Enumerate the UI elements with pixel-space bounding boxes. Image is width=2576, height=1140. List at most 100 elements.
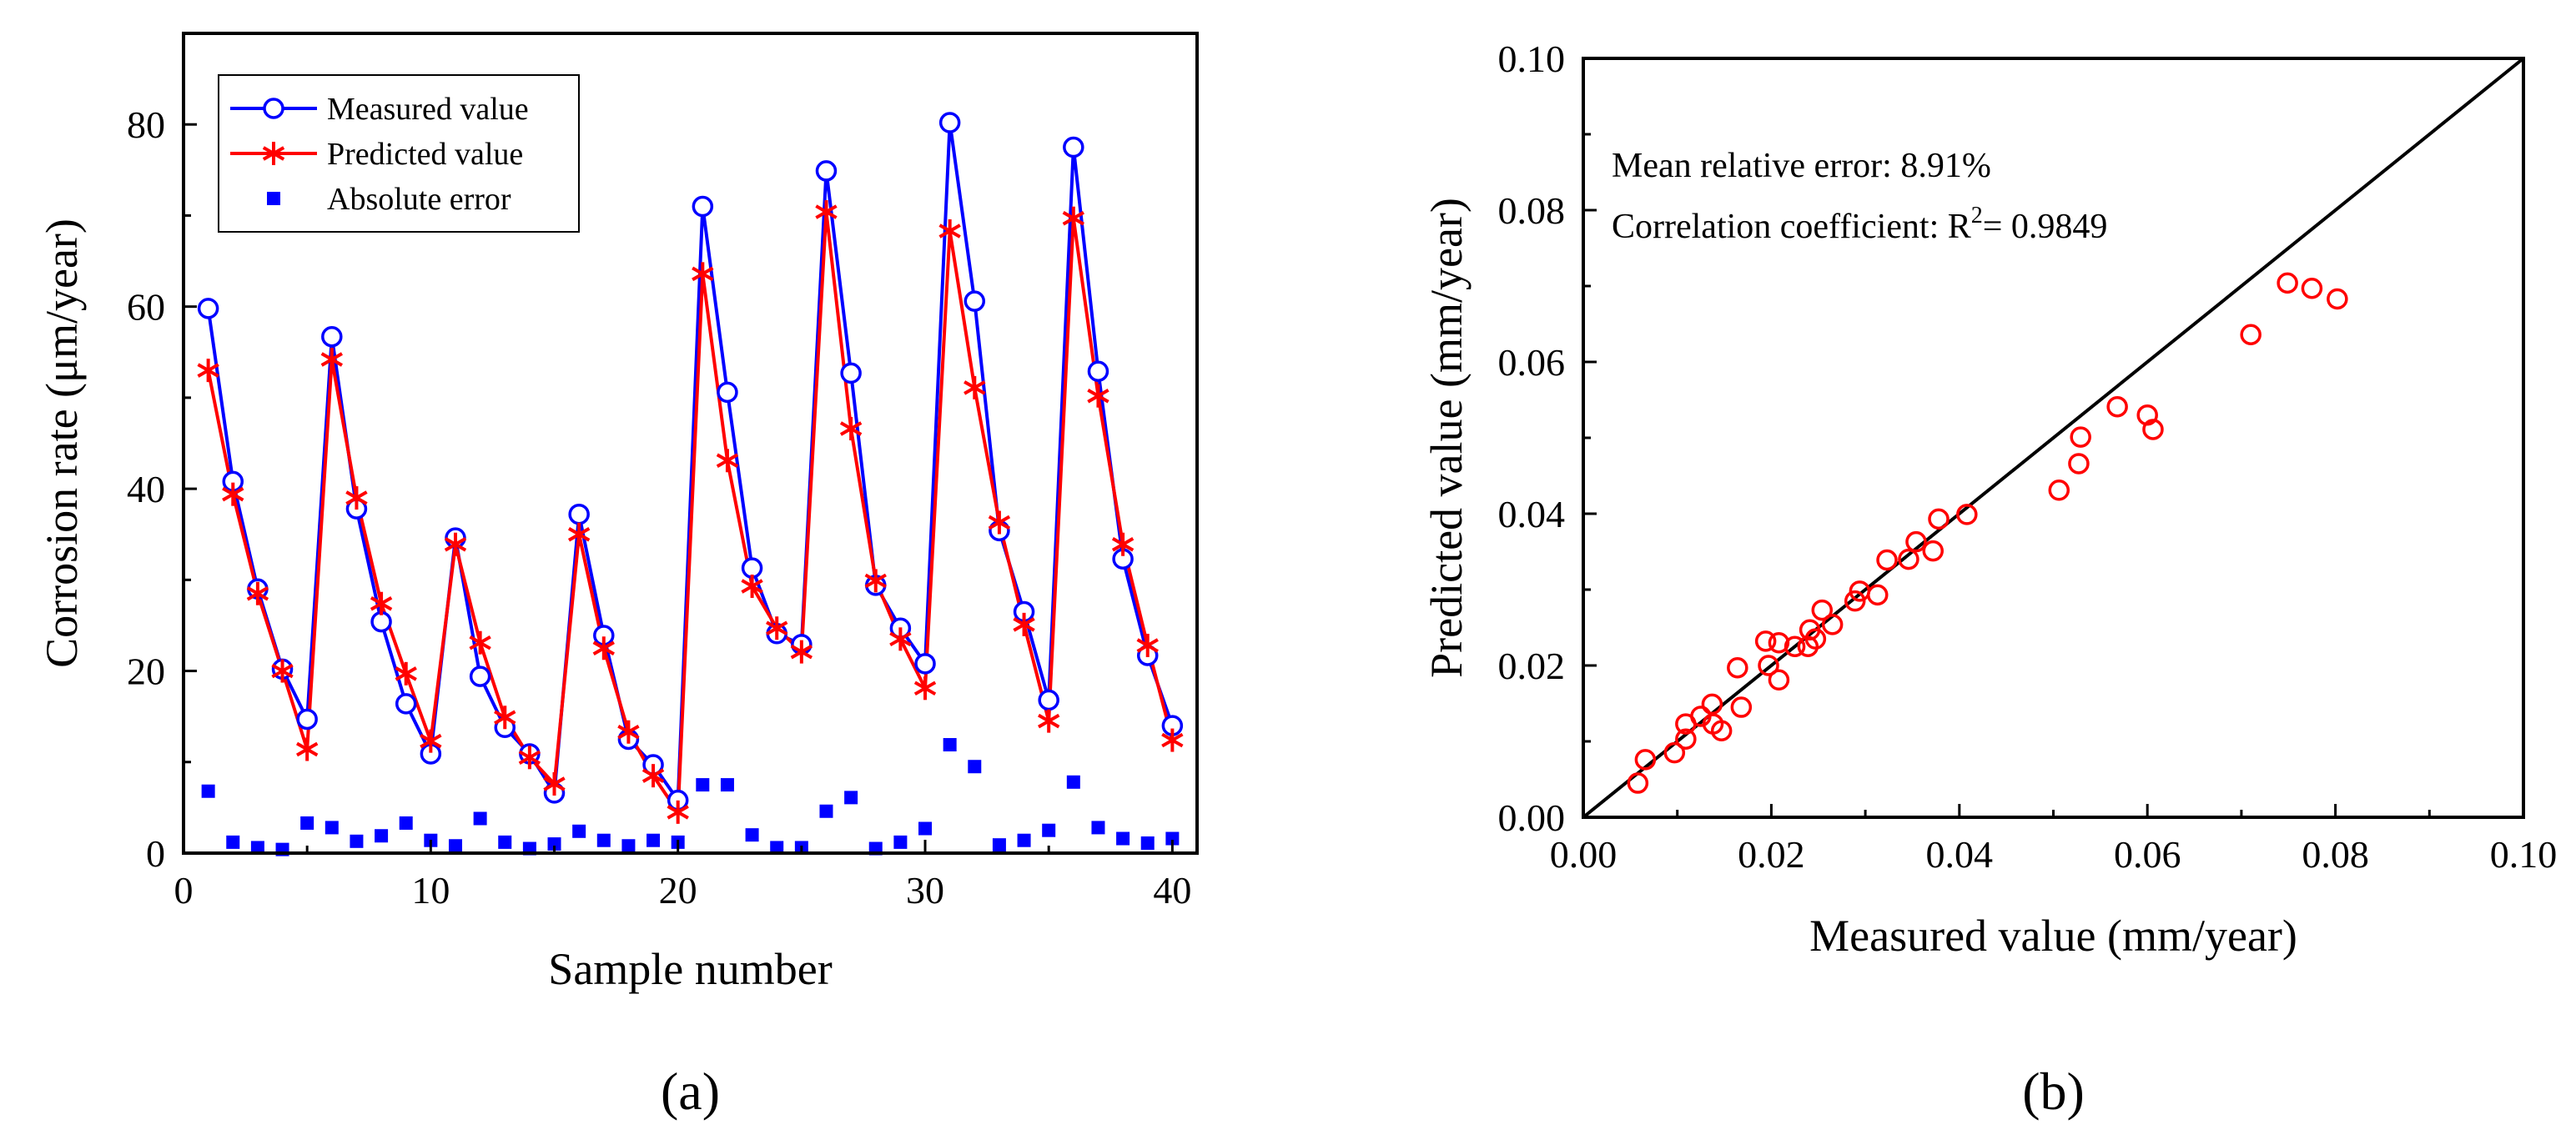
- chart-a-predicted-point: [543, 771, 566, 796]
- chart-a: 0 10 20 30 40 0 20 40 60 80 Sample number Corrosi…: [37, 32, 1199, 1121]
- chart-a-measured-point: [717, 381, 738, 404]
- chart-b-annotation-r2-superscript: 2: [1971, 203, 1983, 229]
- chart-a-legend-swatch-predicted-marker: [262, 142, 285, 165]
- chart-a-predicted-point: [395, 661, 417, 686]
- chart-a-error-point: [992, 838, 1006, 852]
- chart-b-scatter-point: [2068, 453, 2090, 475]
- chart-b-annotation-error: Mean relative error: 8.91%: [1612, 147, 1991, 185]
- chart-a-error-point: [250, 841, 264, 855]
- chart-b-x-tick-label: 0.02: [1738, 833, 1805, 876]
- chart-b-reference-line: [1582, 57, 2525, 819]
- chart-b-scatter-point: [1627, 772, 1649, 794]
- chart-b-scatter-point: [2277, 272, 2298, 294]
- chart-b-scatter-point: [1804, 628, 1827, 650]
- chart-b-x-axis-label: Measured value (mm/year): [1809, 911, 2297, 961]
- chart-a-predicted-point: [1013, 612, 1035, 636]
- chart-a-measured-point: [1063, 136, 1084, 158]
- chart-a-measured-point: [197, 298, 219, 319]
- chart-a-measured-point: [914, 653, 936, 675]
- chart-b-scatter-point: [1727, 656, 1748, 679]
- chart-a-predicted-point: [1062, 206, 1085, 230]
- chart-a-predicted-point: [692, 262, 714, 286]
- chart-a-error-point: [473, 811, 487, 826]
- chart-a-measured-point: [321, 325, 343, 348]
- chart-a-error-point: [745, 828, 759, 842]
- chart-a-error-point: [844, 791, 858, 805]
- chart-a-error-point: [375, 829, 389, 843]
- chart-a-y-tick-label: 40: [127, 468, 165, 510]
- chart-a-measured-point: [1038, 689, 1059, 711]
- chart-b-scatter-point: [1784, 635, 1806, 657]
- chart-a-error-point: [621, 839, 636, 853]
- chart-b-annotation-correlation-value: = 0.9849: [1983, 208, 2108, 246]
- chart-a-predicted-point: [592, 636, 615, 660]
- chart-a-predicted-point: [766, 616, 788, 640]
- chart-a-error-point: [325, 821, 339, 835]
- chart-a-legend-label-error: Absolute error: [327, 182, 511, 217]
- chart-a-predicted-point: [197, 359, 219, 383]
- chart-b-scatter-point: [2136, 404, 2158, 426]
- chart-a-y-tick-label: 0: [146, 832, 165, 875]
- chart-a-x-tick-label: 20: [659, 869, 697, 911]
- chart-a-error-point: [918, 821, 933, 836]
- chart-b-scatter-point: [1956, 504, 1978, 525]
- chart-a-error-point: [201, 784, 215, 798]
- chart-b-y-axis-label: Predicted value (mm/year): [1421, 198, 1472, 678]
- chart-a-predicted-point: [913, 676, 937, 701]
- chart-a-measured-point: [370, 610, 392, 633]
- chart-a-error-point: [1091, 821, 1105, 835]
- chart-a-predicted-point: [790, 640, 813, 664]
- chart-b: 0.00 0.02 0.04 0.06 0.08 0.10 0.00 0.02 0.04 0.06…: [1421, 38, 2557, 1121]
- chart-a-predicted-point: [963, 375, 986, 399]
- chart-a-legend-swatch-measured-marker: [263, 98, 284, 119]
- chart-a-error-point: [572, 824, 586, 838]
- chart-a-measured-point: [840, 362, 862, 384]
- chart-a-measured-point: [395, 693, 417, 715]
- chart-a-x-axis-label: Sample number: [548, 944, 832, 994]
- chart-a-x-tick-label: 40: [1153, 869, 1191, 911]
- chart-b-scatter-point: [1876, 549, 1898, 571]
- chart-a-predicted-point: [839, 417, 863, 441]
- chart-a-measured-point: [963, 290, 986, 312]
- chart-b-scatter-point: [2240, 324, 2262, 345]
- chart-a-predicted-point: [741, 574, 763, 598]
- chart-a-predicted-point: [815, 200, 838, 224]
- chart-a-legend-label-predicted: Predicted value: [327, 137, 523, 172]
- chart-b-annotation-correlation-prefix: Correlation coefficient: R: [1612, 208, 1971, 246]
- chart-b-scatter-point: [1844, 590, 1866, 612]
- chart-a-error-point: [647, 833, 661, 847]
- chart-a-error-point: [943, 738, 957, 752]
- chart-a-predicted-point: [246, 581, 269, 605]
- chart-a-legend-label-measured: Measured value: [327, 92, 529, 127]
- chart-b-y-tick-label: 0.08: [1498, 189, 1566, 232]
- chart-a-predicted-point: [295, 737, 319, 761]
- chart-a-y-tick-label: 20: [127, 650, 165, 693]
- chart-b-scatter-point: [2142, 419, 2164, 440]
- chart-a-predicted-point: [469, 630, 491, 655]
- chart-a-panel-label: (a): [661, 1062, 720, 1121]
- chart-a-series-line-1: [206, 211, 1175, 817]
- chart-a-legend-swatch-error-marker: [267, 192, 280, 205]
- chart-b-scatter-point: [1898, 548, 1919, 570]
- chart-a-predicted-point: [667, 800, 689, 824]
- chart-b-x-tick-label: 0.06: [2114, 833, 2181, 876]
- chart-b-scatter-point: [1922, 540, 1944, 562]
- chart-a-predicted-point: [271, 659, 294, 683]
- chart-b-x-tick-label: 0.08: [2302, 833, 2369, 876]
- chart-b-scatter-point: [2106, 395, 2128, 418]
- chart-a-error-point: [300, 816, 314, 830]
- chart-a-predicted-point: [494, 706, 516, 730]
- chart-b-y-tick-label: 0.04: [1498, 493, 1566, 535]
- chart-b-annotation-correlation: Correlation coefficient: R2= 0.9849: [1612, 203, 2107, 246]
- chart-a-plot-frame: [182, 32, 1199, 855]
- chart-a-predicted-point: [1038, 709, 1060, 733]
- chart-b-scatter-point: [1905, 530, 1927, 553]
- chart-a-predicted-point: [1136, 633, 1159, 657]
- chart-a-measured-point: [938, 112, 961, 133]
- chart-b-scatter-point: [2327, 288, 2348, 310]
- chart-b-scatter-point: [1867, 584, 1889, 606]
- chart-a-predicted-point: [320, 348, 343, 372]
- chart-a-legend: Measured value Predicted value Absolute er…: [218, 74, 580, 233]
- chart-a-predicted-point: [345, 486, 368, 510]
- chart-b-y-tick-label: 0.10: [1498, 38, 1566, 80]
